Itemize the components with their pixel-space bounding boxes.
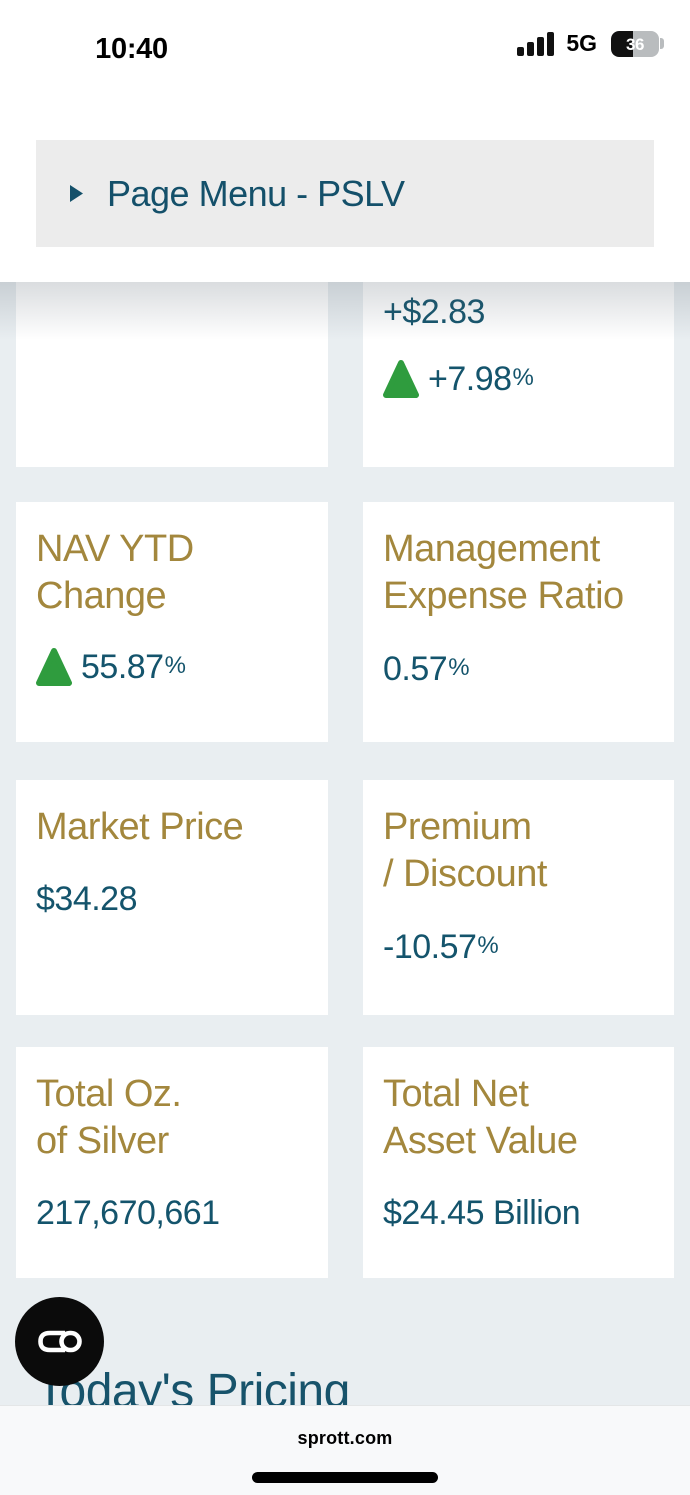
clock: 10:40 [95,33,168,65]
card-nav-ytd-change: NAV YTD Change 55.87% [16,502,328,742]
card-title: Total Net Asset Value [383,1073,578,1162]
menu-expand-icon [70,185,83,202]
card-market-price: Market Price $34.28 [16,780,328,1015]
card-nav: $38.33 [16,240,328,467]
nav-change-value: +$2.83 [383,293,485,331]
network-type-label: 5G [566,30,597,56]
cellular-signal-icon [514,31,555,56]
battery-icon: 36 [611,30,664,57]
card-title: Management Expense Ratio [383,528,624,617]
card-total-net-asset-value: Total Net Asset Value $24.45 Billion [363,1047,674,1278]
card-value: 0.57% [383,650,470,688]
home-indicator[interactable] [252,1472,438,1483]
page-menu-toggle[interactable]: Page Menu - PSLV [36,140,654,247]
nav-change-percent: +7.98% [428,360,534,398]
card-value: 217,670,661 [36,1194,220,1232]
card-premium-discount: Premium / Discount -10.57% [363,780,674,1015]
co-link-icon [37,1330,82,1353]
card-value: $24.45 Billion [383,1194,581,1232]
card-nav-change: +$2.83 +7.98% [363,240,674,467]
page-header: Page Menu - PSLV [0,0,690,277]
address-bar[interactable]: sprott.com [297,1428,393,1448]
card-management-expense-ratio: Management Expense Ratio 0.57% [363,502,674,742]
card-total-oz-silver: Total Oz. of Silver 217,670,661 [16,1047,328,1278]
card-title: Total Oz. of Silver [36,1073,182,1162]
card-value: -10.57% [383,928,499,966]
status-bar: 10:40 5G 36 [0,0,690,100]
card-value: $34.28 [36,880,138,918]
up-triangle-icon [383,359,419,399]
page-menu-label: Page Menu - PSLV [107,172,405,214]
card-title: Market Price [36,806,244,848]
browser-bottom-bar: sprott.com [0,1405,690,1495]
nav-change-percent-row: +7.98% [383,358,656,399]
card-value: 55.87% [81,648,186,686]
battery-percent: 36 [626,34,644,54]
card-title: Premium / Discount [383,806,547,895]
nav-ytd-value-row: 55.87% [36,646,310,687]
up-triangle-icon [36,647,72,687]
card-title: NAV YTD Change [36,528,194,617]
status-icons: 5G 36 [514,30,664,57]
chat-widget-button[interactable] [15,1297,104,1386]
